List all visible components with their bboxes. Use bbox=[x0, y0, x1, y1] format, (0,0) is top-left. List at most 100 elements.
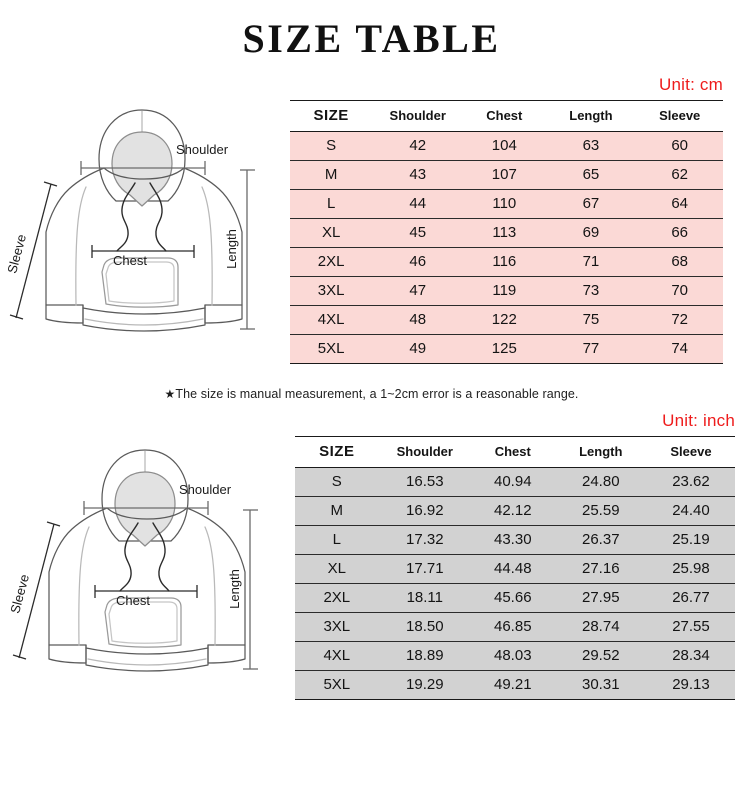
cell-chest: 42.12 bbox=[470, 496, 555, 526]
cell-size: 5XL bbox=[295, 670, 379, 700]
table-row: M 43 107 65 62 bbox=[290, 160, 723, 190]
pocket-outline bbox=[101, 257, 179, 308]
table-row: 5XL 49 125 77 74 bbox=[290, 334, 723, 364]
cell-size: S bbox=[295, 467, 379, 497]
cell-length: 29.52 bbox=[554, 641, 647, 671]
drawstring-right bbox=[152, 522, 170, 592]
cell-size: 3XL bbox=[295, 612, 379, 642]
pocket-inner bbox=[105, 261, 175, 304]
table-row: S 42 104 63 60 bbox=[290, 131, 723, 161]
cell-length: 26.37 bbox=[554, 525, 647, 555]
cell-sleeve: 25.19 bbox=[646, 525, 735, 555]
cell-size: L bbox=[290, 189, 373, 219]
cell-sleeve: 66 bbox=[636, 218, 723, 248]
cell-length: 73 bbox=[545, 276, 637, 306]
dimension-length: Length bbox=[227, 509, 258, 670]
cell-sleeve: 27.55 bbox=[646, 612, 735, 642]
cell-length: 24.80 bbox=[554, 467, 647, 497]
right-sleeve-seam bbox=[201, 186, 213, 306]
column-header-length: Length bbox=[545, 100, 637, 132]
cell-sleeve: 29.13 bbox=[646, 670, 735, 700]
cell-length: 27.16 bbox=[554, 554, 647, 584]
unit-label-cm: Unit: cm bbox=[659, 75, 723, 94]
hood-inner bbox=[111, 131, 173, 207]
cell-size: XL bbox=[290, 218, 373, 248]
cell-size: S bbox=[290, 131, 373, 161]
unit-label-inch: Unit: inch bbox=[662, 411, 735, 430]
dimension-chest: Chest bbox=[91, 245, 195, 268]
cell-shoulder: 18.50 bbox=[378, 612, 471, 642]
hoodie-diagram-inch: Shoulder Chest Length Sleeve bbox=[8, 449, 258, 672]
cell-sleeve: 60 bbox=[636, 131, 723, 161]
column-header-chest: Chest bbox=[463, 100, 546, 132]
cell-sleeve: 62 bbox=[636, 160, 723, 190]
right-sleeve-seam bbox=[204, 526, 216, 646]
cell-shoulder: 43 bbox=[372, 160, 464, 190]
cell-size: 4XL bbox=[295, 641, 379, 671]
cell-chest: 113 bbox=[463, 218, 546, 248]
cell-size: XL bbox=[295, 554, 379, 584]
left-cuff bbox=[45, 304, 84, 324]
hoodie-diagram-cm: Shoulder Chest Length Sleeve bbox=[8, 109, 255, 332]
collar-line bbox=[103, 167, 185, 180]
cell-chest: 43.30 bbox=[470, 525, 555, 555]
table-row: L 44 110 67 64 bbox=[290, 189, 723, 219]
cell-chest: 46.85 bbox=[470, 612, 555, 642]
size-block-inch: Shoulder Chest Length Sleeve bbox=[0, 411, 743, 718]
cell-size: 4XL bbox=[290, 305, 373, 335]
cell-size: M bbox=[290, 160, 373, 190]
cell-sleeve: 26.77 bbox=[646, 583, 735, 613]
drawstring-left bbox=[119, 522, 139, 592]
cell-shoulder: 16.53 bbox=[378, 467, 471, 497]
column-header-length: Length bbox=[554, 436, 647, 468]
cell-shoulder: 47 bbox=[372, 276, 464, 306]
left-sleeve-seam bbox=[78, 526, 90, 646]
column-header-chest: Chest bbox=[470, 436, 555, 468]
table-row: S 16.53 40.94 24.80 23.62 bbox=[295, 467, 735, 497]
body-outline bbox=[48, 507, 246, 672]
cell-size: 5XL bbox=[290, 334, 373, 364]
cell-sleeve: 25.98 bbox=[646, 554, 735, 584]
drawstring-right bbox=[149, 182, 167, 252]
column-header-shoulder: Shoulder bbox=[372, 100, 464, 132]
cell-chest: 45.66 bbox=[470, 583, 555, 613]
cell-shoulder: 48 bbox=[372, 305, 464, 335]
cell-size: 3XL bbox=[290, 276, 373, 306]
dimension-sleeve: Sleeve bbox=[8, 521, 61, 660]
dimension-label-chest: Chest bbox=[116, 593, 150, 608]
cell-chest: 40.94 bbox=[470, 467, 555, 497]
dimension-shoulder: Shoulder bbox=[80, 142, 229, 175]
column-header-size: SIZE bbox=[290, 100, 373, 132]
table-row: 3XL 47 119 73 70 bbox=[290, 276, 723, 306]
dimension-label-length: Length bbox=[227, 569, 242, 609]
cell-chest: 119 bbox=[463, 276, 546, 306]
cell-size: 2XL bbox=[290, 247, 373, 277]
hoodie-diagram-inch-container: Shoulder Chest Length Sleeve bbox=[0, 411, 295, 718]
cell-shoulder: 19.29 bbox=[378, 670, 471, 700]
table-row: M 16.92 42.12 25.59 24.40 bbox=[295, 496, 735, 526]
cell-length: 67 bbox=[545, 189, 637, 219]
cell-sleeve: 72 bbox=[636, 305, 723, 335]
cell-shoulder: 45 bbox=[372, 218, 464, 248]
star-icon: ★ bbox=[164, 387, 176, 401]
column-header-shoulder: Shoulder bbox=[378, 436, 471, 468]
cell-sleeve: 24.40 bbox=[646, 496, 735, 526]
cell-shoulder: 17.32 bbox=[378, 525, 471, 555]
table-row: 5XL 19.29 49.21 30.31 29.13 bbox=[295, 670, 735, 700]
table-header-row: SIZE Shoulder Chest Length Sleeve bbox=[295, 436, 735, 468]
column-header-sleeve: Sleeve bbox=[636, 100, 723, 132]
cell-length: 75 bbox=[545, 305, 637, 335]
cell-length: 25.59 bbox=[554, 496, 647, 526]
dimension-label-sleeve: Sleeve bbox=[8, 233, 29, 275]
cell-shoulder: 17.71 bbox=[378, 554, 471, 584]
table-row: L 17.32 43.30 26.37 25.19 bbox=[295, 525, 735, 555]
cell-shoulder: 18.89 bbox=[378, 641, 471, 671]
cell-shoulder: 16.92 bbox=[378, 496, 471, 526]
cell-sleeve: 64 bbox=[636, 189, 723, 219]
cell-sleeve: 28.34 bbox=[646, 641, 735, 671]
table-row: 4XL 18.89 48.03 29.52 28.34 bbox=[295, 641, 735, 671]
cell-length: 30.31 bbox=[554, 670, 647, 700]
table-row: 2XL 46 116 71 68 bbox=[290, 247, 723, 277]
dimension-label-shoulder: Shoulder bbox=[179, 482, 232, 497]
cell-shoulder: 44 bbox=[372, 189, 464, 219]
